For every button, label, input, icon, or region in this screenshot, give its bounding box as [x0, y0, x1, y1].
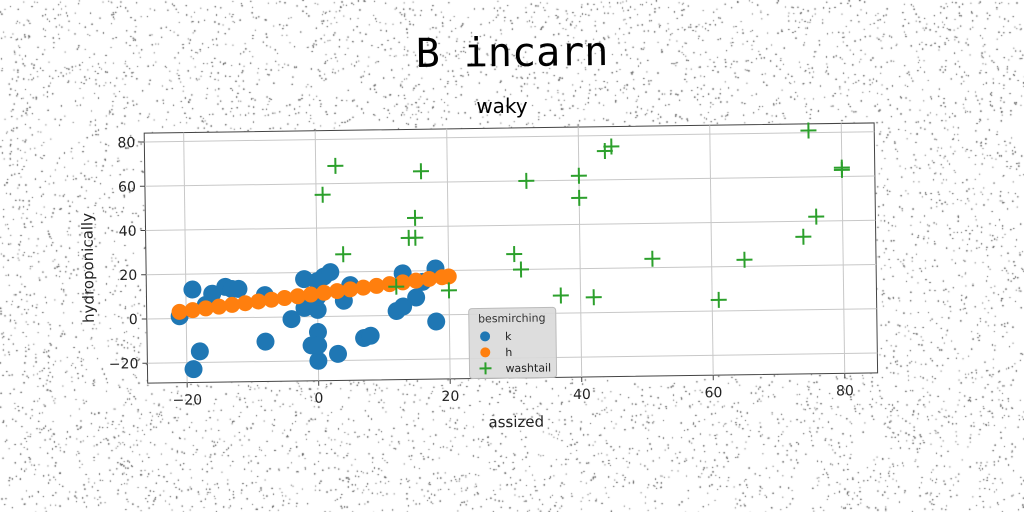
x-tick-label: 0 [314, 391, 323, 407]
data-point-k [282, 310, 301, 329]
data-point-washtail [736, 251, 753, 268]
plot-area-group: −20 0 20 40 60 80 −20 0 20 40 60 80 assized hydrop… [78, 122, 879, 432]
data-point-washtail [603, 138, 620, 155]
data-point-washtail [440, 282, 457, 299]
data-point-h [224, 296, 241, 313]
x-tick-label: 20 [441, 389, 459, 405]
data-point-washtail [585, 289, 602, 306]
data-point-washtail [327, 157, 344, 174]
data-point-k [295, 270, 314, 289]
legend-title: besmirching [478, 312, 546, 326]
data-point-k [190, 342, 209, 361]
y-tick-label: 0 [129, 312, 138, 328]
x-grid-line [446, 128, 451, 379]
y-tick-label: 80 [117, 135, 135, 151]
y-axis-label: hydroponically [78, 213, 98, 323]
y-grid-line [145, 219, 876, 231]
data-point-h [407, 272, 424, 289]
data-point-k [321, 263, 340, 282]
data-point-h [342, 281, 359, 298]
series-h [171, 268, 457, 320]
data-point-washtail [710, 291, 727, 308]
data-point-h [289, 288, 306, 305]
x-tick-label: 40 [573, 387, 591, 403]
data-point-h [329, 283, 346, 300]
data-point-washtail [552, 287, 569, 304]
data-point-h [381, 276, 398, 293]
legend-marker-k [480, 331, 491, 342]
data-point-k [229, 279, 248, 298]
legend-label-h: h [505, 346, 512, 359]
data-point-washtail [314, 186, 331, 203]
data-point-washtail [407, 229, 424, 246]
data-point-washtail [506, 246, 523, 263]
data-point-washtail [335, 246, 352, 263]
y-grid-line [146, 264, 877, 276]
data-point-k [309, 351, 328, 370]
data-point-h [316, 284, 333, 301]
data-point-washtail [644, 250, 661, 267]
series-layer [170, 122, 850, 379]
data-point-washtail [570, 167, 587, 184]
legend-marker-h [480, 347, 491, 358]
data-point-h [440, 268, 457, 285]
legend-label-washtail: washtail [505, 361, 551, 375]
data-point-washtail [795, 228, 812, 245]
data-point-h [237, 295, 254, 312]
data-point-washtail [512, 261, 530, 278]
data-point-k [308, 300, 327, 319]
legend-label-k: k [505, 330, 512, 343]
data-point-washtail [407, 209, 424, 226]
chart-title: waky [476, 94, 527, 118]
data-point-h [421, 270, 438, 287]
data-point-h [197, 300, 214, 317]
data-point-k [184, 360, 203, 379]
data-point-washtail [518, 172, 535, 189]
x-tick-label: 60 [704, 385, 722, 401]
data-point-h [250, 293, 267, 310]
y-tick-label: −20 [109, 356, 139, 372]
series-washtail [314, 122, 850, 308]
x-grid-line [183, 132, 188, 383]
data-point-washtail [412, 163, 429, 180]
data-point-k [329, 344, 348, 363]
data-point-h [355, 279, 372, 296]
legend-box [468, 306, 558, 380]
data-point-k [407, 288, 426, 307]
data-point-k [309, 336, 328, 355]
legend-marker-washtail [479, 362, 492, 375]
data-point-washtail [571, 189, 588, 206]
data-point-washtail [388, 278, 405, 295]
legend: besmirching k h washtail [468, 306, 558, 380]
y-axis-ticks: −20 0 20 40 60 80 [109, 135, 148, 373]
data-point-h [210, 298, 227, 315]
data-point-k [308, 323, 327, 342]
y-grid-line [144, 175, 875, 187]
data-point-k [361, 326, 380, 345]
data-point-h [184, 302, 201, 319]
data-point-k [256, 332, 275, 351]
data-point-k [394, 297, 413, 316]
data-point-washtail [808, 208, 825, 225]
y-tick-label: 20 [119, 268, 137, 284]
x-grid-line [709, 125, 714, 376]
y-grid-line [144, 131, 875, 143]
y-tick-label: 60 [118, 179, 136, 195]
y-tick-label: 40 [119, 224, 137, 240]
data-point-h [302, 286, 319, 303]
data-point-k [427, 312, 446, 331]
x-axis-label: assized [488, 413, 544, 432]
data-point-h [171, 303, 188, 320]
data-point-k [183, 280, 202, 299]
data-point-h [276, 289, 293, 306]
data-point-h [368, 277, 385, 294]
data-point-washtail [800, 122, 817, 139]
x-tick-label: 80 [836, 383, 854, 399]
x-axis-ticks: −20 0 20 40 60 80 [173, 373, 854, 409]
data-point-h [263, 291, 280, 308]
x-tick-label: −20 [173, 392, 203, 408]
data-point-washtail [833, 159, 850, 176]
